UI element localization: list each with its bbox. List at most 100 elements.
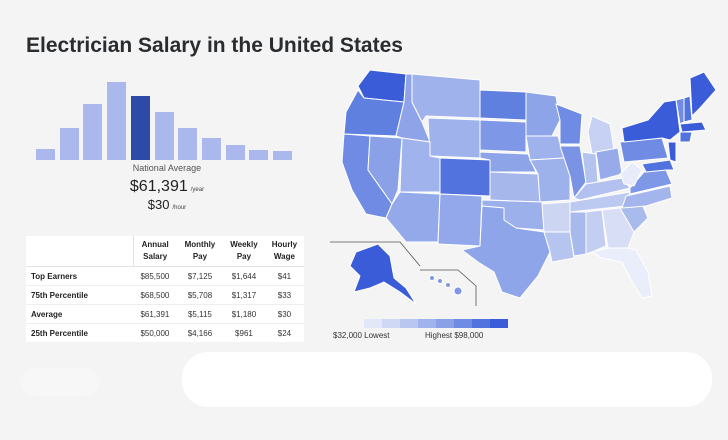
monthly-pay-cell: $4,166 bbox=[176, 323, 224, 342]
hawaii-island bbox=[445, 282, 451, 288]
header-line: Pay bbox=[236, 252, 252, 261]
legend-swatch bbox=[472, 319, 490, 328]
state-nevada[interactable] bbox=[367, 135, 403, 205]
salary-distribution-histogram bbox=[36, 70, 298, 160]
hawaii-island bbox=[453, 286, 463, 296]
state-kansas[interactable] bbox=[489, 171, 541, 203]
footer-placeholder bbox=[20, 368, 100, 396]
legend-swatch bbox=[364, 319, 382, 328]
header-line: Annual bbox=[141, 240, 169, 249]
state-mississippi[interactable] bbox=[569, 211, 587, 257]
hawaii-island bbox=[429, 275, 435, 281]
annual-salary-cell: $61,391 bbox=[133, 304, 177, 324]
legend-swatch bbox=[436, 319, 454, 328]
histogram-bar bbox=[202, 138, 221, 160]
legend-swatch bbox=[418, 319, 436, 328]
histogram-bar bbox=[107, 82, 126, 160]
state-wyoming[interactable] bbox=[427, 117, 481, 159]
legend-swatch bbox=[400, 319, 418, 328]
state-alabama[interactable] bbox=[585, 209, 607, 255]
histogram-bar bbox=[36, 149, 55, 160]
state-massachusetts[interactable] bbox=[679, 121, 707, 133]
hourly-wage-cell: $30 bbox=[264, 304, 304, 324]
hawaii-inset-border bbox=[420, 269, 477, 306]
histogram-bar-national-average bbox=[131, 96, 150, 160]
row-label: 75th Percentile bbox=[26, 285, 133, 305]
weekly-pay-cell: $961 bbox=[223, 323, 265, 342]
state-iowa[interactable] bbox=[525, 135, 565, 161]
state-georgia[interactable] bbox=[601, 207, 635, 249]
annual-salary-cell: $68,500 bbox=[133, 285, 177, 305]
legend-low-label: $32,000 Lowest bbox=[333, 331, 390, 340]
hawaii-island bbox=[437, 278, 443, 284]
state-new-mexico[interactable] bbox=[437, 193, 483, 247]
state-new-jersey[interactable] bbox=[667, 141, 677, 163]
table-row: 75th Percentile $68,500 $5,708 $1,317 $3… bbox=[26, 285, 304, 305]
header-hourly-wage: Hourly Wage bbox=[264, 236, 304, 267]
state-arkansas[interactable] bbox=[541, 201, 571, 233]
footer-panel bbox=[182, 352, 712, 407]
histogram-bar bbox=[226, 145, 245, 160]
state-connecticut[interactable] bbox=[679, 131, 693, 143]
monthly-pay-cell: $5,708 bbox=[176, 285, 224, 305]
state-north-carolina[interactable] bbox=[621, 185, 673, 209]
us-salary-map bbox=[330, 69, 717, 306]
state-texas[interactable] bbox=[461, 205, 551, 299]
header-weekly-pay: Weekly Pay bbox=[223, 236, 265, 267]
annual-salary-cell: $85,500 bbox=[133, 266, 177, 286]
monthly-pay-cell: $5,115 bbox=[176, 304, 224, 324]
histogram-bar bbox=[155, 112, 174, 160]
hourly-wage-cell: $33 bbox=[264, 285, 304, 305]
header-line: Monthly bbox=[184, 240, 216, 249]
header-line: Salary bbox=[143, 252, 168, 261]
histogram-bar bbox=[273, 151, 292, 160]
legend-swatch bbox=[382, 319, 400, 328]
hourly-wage-cell: $24 bbox=[264, 323, 304, 342]
national-hourly-wage: $30/hour bbox=[36, 197, 298, 212]
state-new-hampshire[interactable] bbox=[683, 95, 693, 123]
header-monthly-pay: Monthly Pay bbox=[176, 236, 224, 267]
histogram-bar bbox=[83, 104, 102, 160]
state-minnesota[interactable] bbox=[525, 91, 561, 137]
state-colorado[interactable] bbox=[439, 157, 491, 197]
state-west-virginia[interactable] bbox=[619, 161, 643, 187]
hourly-unit: /hour bbox=[172, 205, 187, 211]
header-line: Weekly bbox=[230, 240, 258, 249]
header-annual-salary: Annual Salary bbox=[133, 236, 177, 267]
monthly-pay-cell: $7,125 bbox=[176, 266, 224, 286]
state-washington[interactable] bbox=[357, 69, 407, 103]
state-alaska[interactable] bbox=[349, 243, 417, 305]
weekly-pay-cell: $1,644 bbox=[223, 266, 265, 286]
weekly-pay-cell: $1,180 bbox=[223, 304, 265, 324]
pay-table-corner bbox=[26, 236, 134, 267]
state-new-york[interactable] bbox=[621, 99, 681, 143]
state-south-dakota[interactable] bbox=[479, 119, 527, 153]
pay-table: Annual Salary Monthly Pay Weekly Pay Hourly… bbox=[26, 236, 304, 342]
annual-salary-cell: $50,000 bbox=[133, 323, 177, 342]
hourly-wage-cell: $41 bbox=[264, 266, 304, 286]
state-florida[interactable] bbox=[591, 247, 653, 299]
state-montana[interactable] bbox=[411, 73, 481, 123]
state-virginia[interactable] bbox=[629, 169, 673, 195]
national-average-label: National Average bbox=[132, 163, 202, 173]
state-maine[interactable] bbox=[689, 71, 717, 117]
table-row: Top Earners $85,500 $7,125 $1,644 $41 bbox=[26, 266, 304, 286]
annual-salary-value: $61,391 bbox=[129, 178, 188, 195]
state-wisconsin[interactable] bbox=[555, 103, 583, 145]
histogram-bar bbox=[178, 128, 197, 160]
table-row: Average $61,391 $5,115 $1,180 $30 bbox=[26, 304, 304, 324]
histogram-bar bbox=[249, 150, 268, 160]
row-label: 25th Percentile bbox=[26, 323, 133, 342]
map-legend-scale bbox=[364, 319, 508, 328]
state-louisiana[interactable] bbox=[543, 231, 575, 263]
state-michigan[interactable] bbox=[587, 115, 615, 155]
legend-swatch bbox=[454, 319, 472, 328]
state-maryland[interactable] bbox=[641, 159, 675, 173]
legend-high-label: Highest $98,000 bbox=[425, 331, 484, 340]
state-ohio[interactable] bbox=[595, 147, 623, 181]
state-hawaii[interactable] bbox=[429, 275, 463, 296]
annual-unit: /year bbox=[190, 187, 205, 193]
national-annual-salary: $61,391/year bbox=[36, 178, 298, 196]
pay-table-header-row: Annual Salary Monthly Pay Weekly Pay Hourly… bbox=[26, 236, 304, 267]
state-north-dakota[interactable] bbox=[479, 89, 527, 121]
